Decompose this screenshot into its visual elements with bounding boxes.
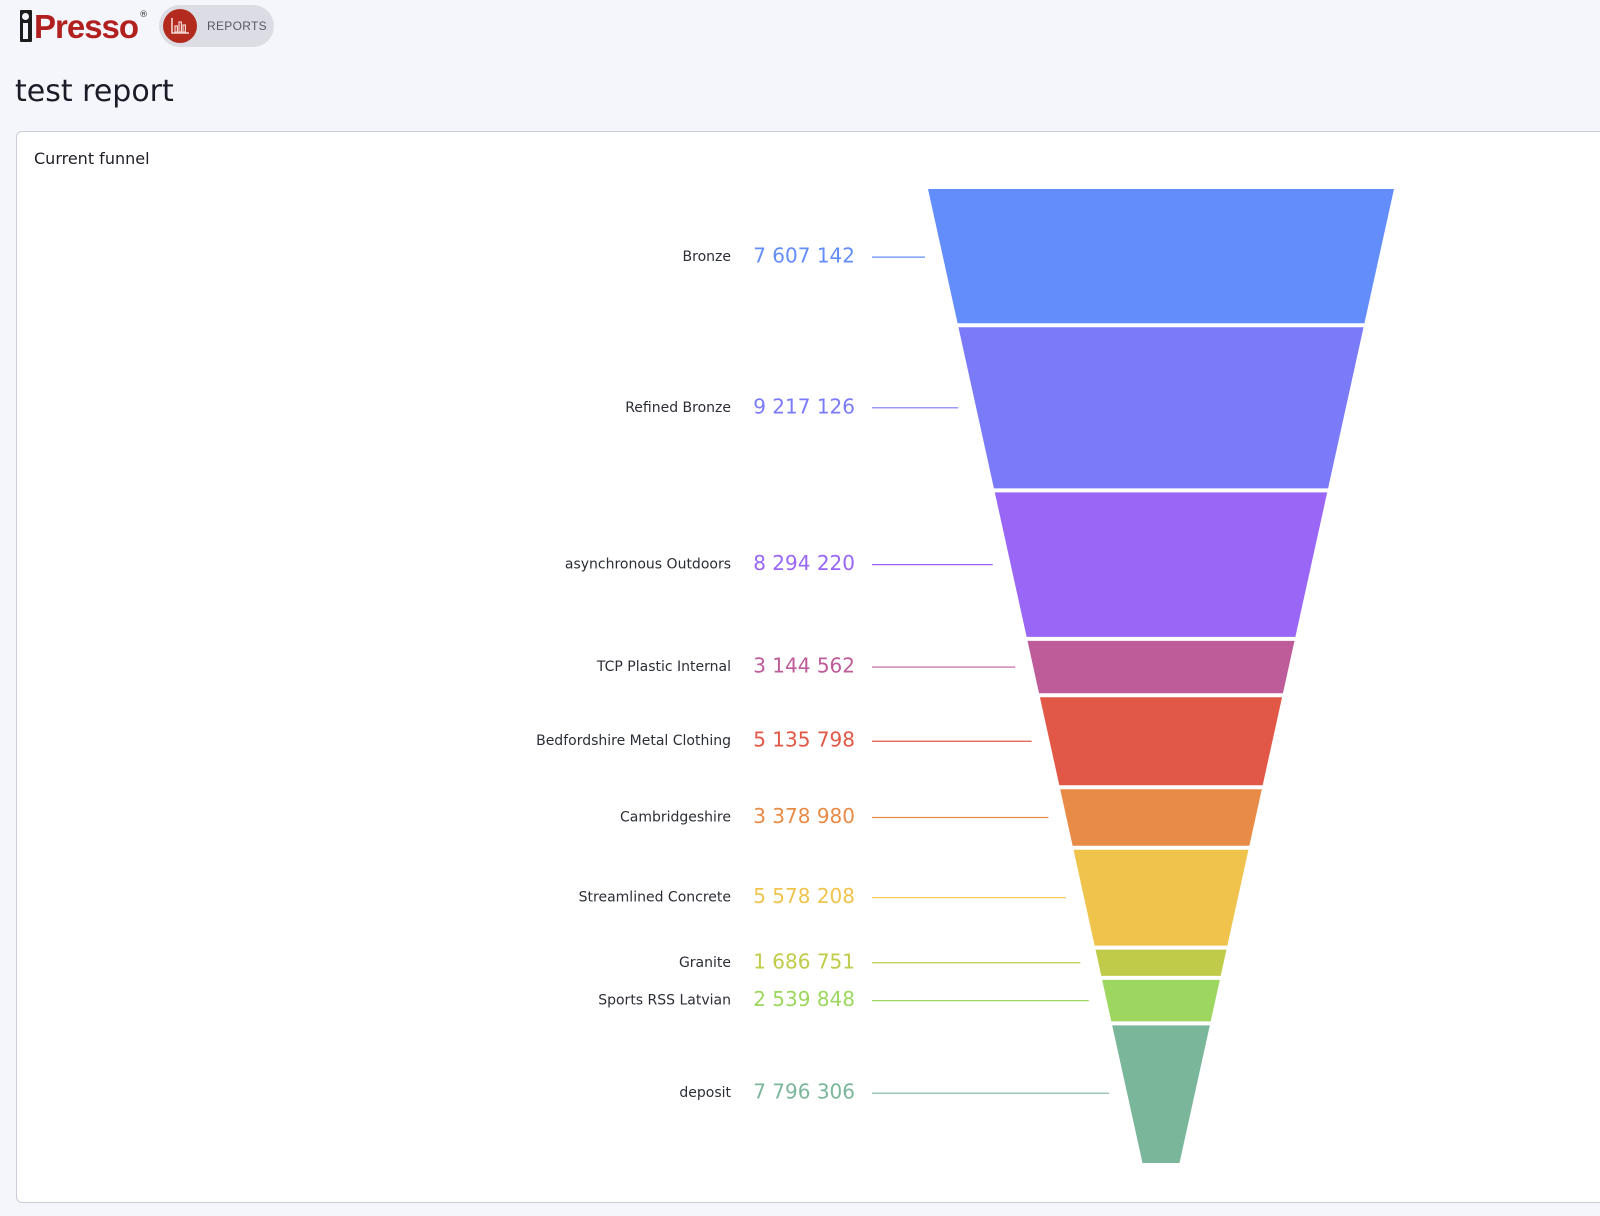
stage-label: Refined Bronze <box>625 400 731 416</box>
reports-button[interactable]: REPORTS <box>159 5 274 47</box>
stage-label: Bedfordshire Metal Clothing <box>536 733 731 749</box>
top-bar: Presso ® REPORTS <box>0 0 1600 54</box>
stage-label: Granite <box>679 955 731 971</box>
stage-value: 5 578 208 <box>753 884 855 908</box>
funnel-segment[interactable] <box>1027 640 1295 694</box>
stage-value: 1 686 751 <box>753 949 855 973</box>
funnel-segment[interactable] <box>1073 849 1249 946</box>
bar-chart-icon <box>163 9 197 43</box>
ipresso-logo[interactable]: Presso ® <box>20 4 148 48</box>
logo-text: Presso <box>34 7 139 45</box>
logo-i-mark <box>20 10 32 42</box>
stage-label: Sports RSS Latvian <box>598 993 731 1009</box>
stage-value: 8 294 220 <box>753 551 855 575</box>
funnel-segment[interactable] <box>958 327 1364 489</box>
stage-label: Bronze <box>683 249 731 265</box>
stage-label: Cambridgeshire <box>620 809 731 825</box>
stage-label: Streamlined Concrete <box>579 890 731 906</box>
funnel-segment[interactable] <box>994 492 1328 637</box>
funnel-segment[interactable] <box>1102 979 1220 1022</box>
stage-label: deposit <box>679 1085 731 1101</box>
stage-label: asynchronous Outdoors <box>565 557 731 573</box>
funnel-segment[interactable] <box>1060 789 1262 846</box>
stage-label: TCP Plastic Internal <box>596 659 731 675</box>
stage-value: 2 539 848 <box>753 987 855 1011</box>
stage-value: 7 607 142 <box>753 244 855 268</box>
logo-trademark: ® <box>139 10 149 20</box>
stage-value: 3 144 562 <box>753 654 855 678</box>
stage-value: 7 796 306 <box>753 1080 855 1104</box>
page-title: test report <box>15 74 174 109</box>
stage-value: 9 217 126 <box>753 394 855 418</box>
funnel-segment[interactable] <box>1095 949 1227 976</box>
funnel-card: Current funnel 7 607 142 Bronze 9 217 126 R… <box>16 131 1600 1203</box>
funnel-segment[interactable] <box>1112 1025 1210 1163</box>
funnel-segment[interactable] <box>1039 697 1283 786</box>
stage-value: 5 135 798 <box>753 728 855 752</box>
funnel-segment[interactable] <box>928 189 1394 324</box>
card-title: Current funnel <box>34 149 150 168</box>
reports-label: REPORTS <box>207 19 267 33</box>
stage-value: 3 378 980 <box>753 804 855 828</box>
funnel-chart: 7 607 142 Bronze 9 217 126 Refined Bronze 8 … <box>536 189 1394 1163</box>
